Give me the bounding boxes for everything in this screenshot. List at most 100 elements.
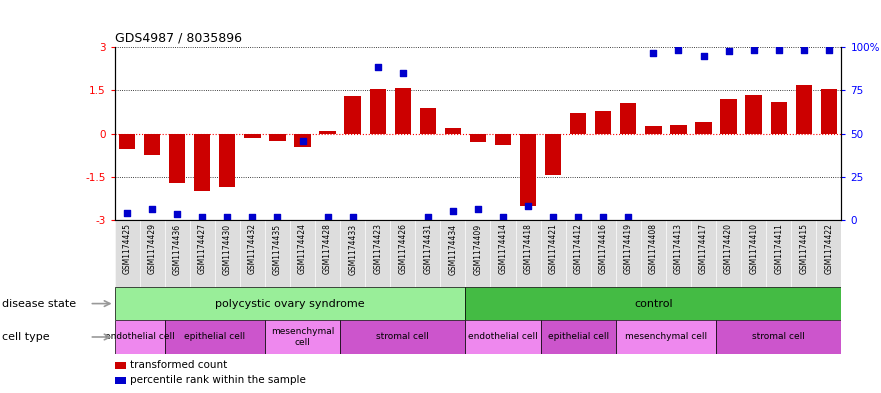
Bar (445, 128, 461, 134)
Text: GSM1174426: GSM1174426 (398, 223, 407, 274)
Text: control: control (634, 299, 673, 309)
Point (120, 210, 134, 216)
Text: GSM1174424: GSM1174424 (298, 223, 307, 274)
Bar (119, 134, 135, 149)
Text: GSM1174433: GSM1174433 (348, 223, 357, 275)
Bar (244, 134, 261, 138)
Bar (115, 287, 465, 320)
Bar (796, 84, 812, 134)
Bar (695, 122, 712, 134)
Bar (821, 89, 837, 134)
Bar (541, 320, 616, 354)
Text: GSM1174414: GSM1174414 (499, 223, 507, 274)
Text: GSM1174418: GSM1174418 (523, 223, 533, 274)
Bar (716, 320, 841, 354)
Text: GSM1174431: GSM1174431 (423, 223, 433, 274)
Point (245, 214, 259, 220)
Text: epithelial cell: epithelial cell (184, 332, 245, 342)
Bar (320, 131, 336, 134)
Point (421, 214, 435, 220)
Bar (169, 134, 185, 183)
Point (671, 47, 685, 53)
Point (321, 214, 335, 220)
Text: mesenchymal cell: mesenchymal cell (625, 332, 707, 342)
Bar (470, 134, 486, 142)
Bar (165, 320, 265, 354)
Point (621, 214, 635, 220)
Point (796, 47, 811, 53)
Point (697, 53, 711, 59)
Bar (369, 89, 386, 134)
Text: stromal cell: stromal cell (752, 332, 805, 342)
Text: GSM1174421: GSM1174421 (549, 223, 558, 274)
Bar (570, 114, 587, 134)
Text: cell type: cell type (2, 332, 49, 342)
Bar (270, 134, 285, 141)
Bar (194, 134, 211, 191)
Text: GSM1174432: GSM1174432 (248, 223, 257, 274)
Text: transformed count: transformed count (130, 360, 226, 371)
Point (546, 214, 560, 220)
Text: GSM1174417: GSM1174417 (699, 223, 708, 274)
Point (345, 214, 359, 220)
Bar (344, 96, 361, 134)
Text: GSM1174420: GSM1174420 (724, 223, 733, 274)
Point (295, 138, 309, 144)
Text: GSM1174429: GSM1174429 (148, 223, 157, 274)
Point (571, 214, 585, 220)
Text: GSM1174419: GSM1174419 (624, 223, 633, 274)
Point (270, 214, 285, 220)
Text: GSM1174430: GSM1174430 (223, 223, 232, 275)
Text: GSM1174423: GSM1174423 (374, 223, 382, 274)
Text: GDS4987 / 8035896: GDS4987 / 8035896 (115, 31, 241, 44)
Point (145, 206, 159, 212)
Text: GSM1174410: GSM1174410 (749, 223, 759, 274)
Bar (616, 320, 716, 354)
Text: GSM1174435: GSM1174435 (273, 223, 282, 275)
Bar (265, 320, 340, 354)
Text: GSM1174422: GSM1174422 (825, 223, 833, 274)
Text: GSM1174427: GSM1174427 (197, 223, 207, 274)
Point (596, 214, 611, 220)
Text: polycystic ovary syndrome: polycystic ovary syndrome (215, 299, 365, 309)
Text: GSM1174413: GSM1174413 (674, 223, 683, 274)
Point (470, 206, 485, 212)
Text: stromal cell: stromal cell (376, 332, 429, 342)
Point (220, 214, 234, 220)
Bar (545, 134, 561, 175)
Text: percentile rank within the sample: percentile rank within the sample (130, 375, 306, 386)
Text: GSM1174416: GSM1174416 (599, 223, 608, 274)
Point (521, 202, 535, 209)
Point (647, 50, 661, 56)
Point (170, 211, 184, 217)
Text: GSM1174434: GSM1174434 (448, 223, 457, 275)
Text: disease state: disease state (2, 299, 76, 309)
Point (396, 70, 410, 76)
Bar (771, 102, 787, 134)
Bar (520, 134, 537, 206)
Text: GSM1174436: GSM1174436 (173, 223, 181, 275)
Point (496, 214, 510, 220)
Bar (620, 103, 636, 134)
Bar (219, 134, 235, 187)
Bar (419, 108, 436, 134)
Point (746, 47, 760, 53)
Text: GSM1174415: GSM1174415 (799, 223, 808, 274)
Bar (115, 320, 165, 354)
Bar (670, 125, 686, 134)
Text: GSM1174412: GSM1174412 (574, 223, 582, 274)
Bar (340, 320, 465, 354)
Point (772, 47, 786, 53)
Bar (745, 95, 762, 134)
Text: GSM1174411: GSM1174411 (774, 223, 783, 274)
Bar (645, 127, 662, 134)
Point (722, 48, 736, 55)
Bar (721, 99, 737, 134)
Bar (595, 110, 611, 134)
Bar (395, 88, 411, 134)
Text: GSM1174409: GSM1174409 (473, 223, 483, 275)
Text: GSM1174425: GSM1174425 (122, 223, 131, 274)
Text: endothelial cell: endothelial cell (105, 332, 174, 342)
Text: mesenchymal
cell: mesenchymal cell (270, 327, 334, 347)
Bar (294, 134, 311, 147)
